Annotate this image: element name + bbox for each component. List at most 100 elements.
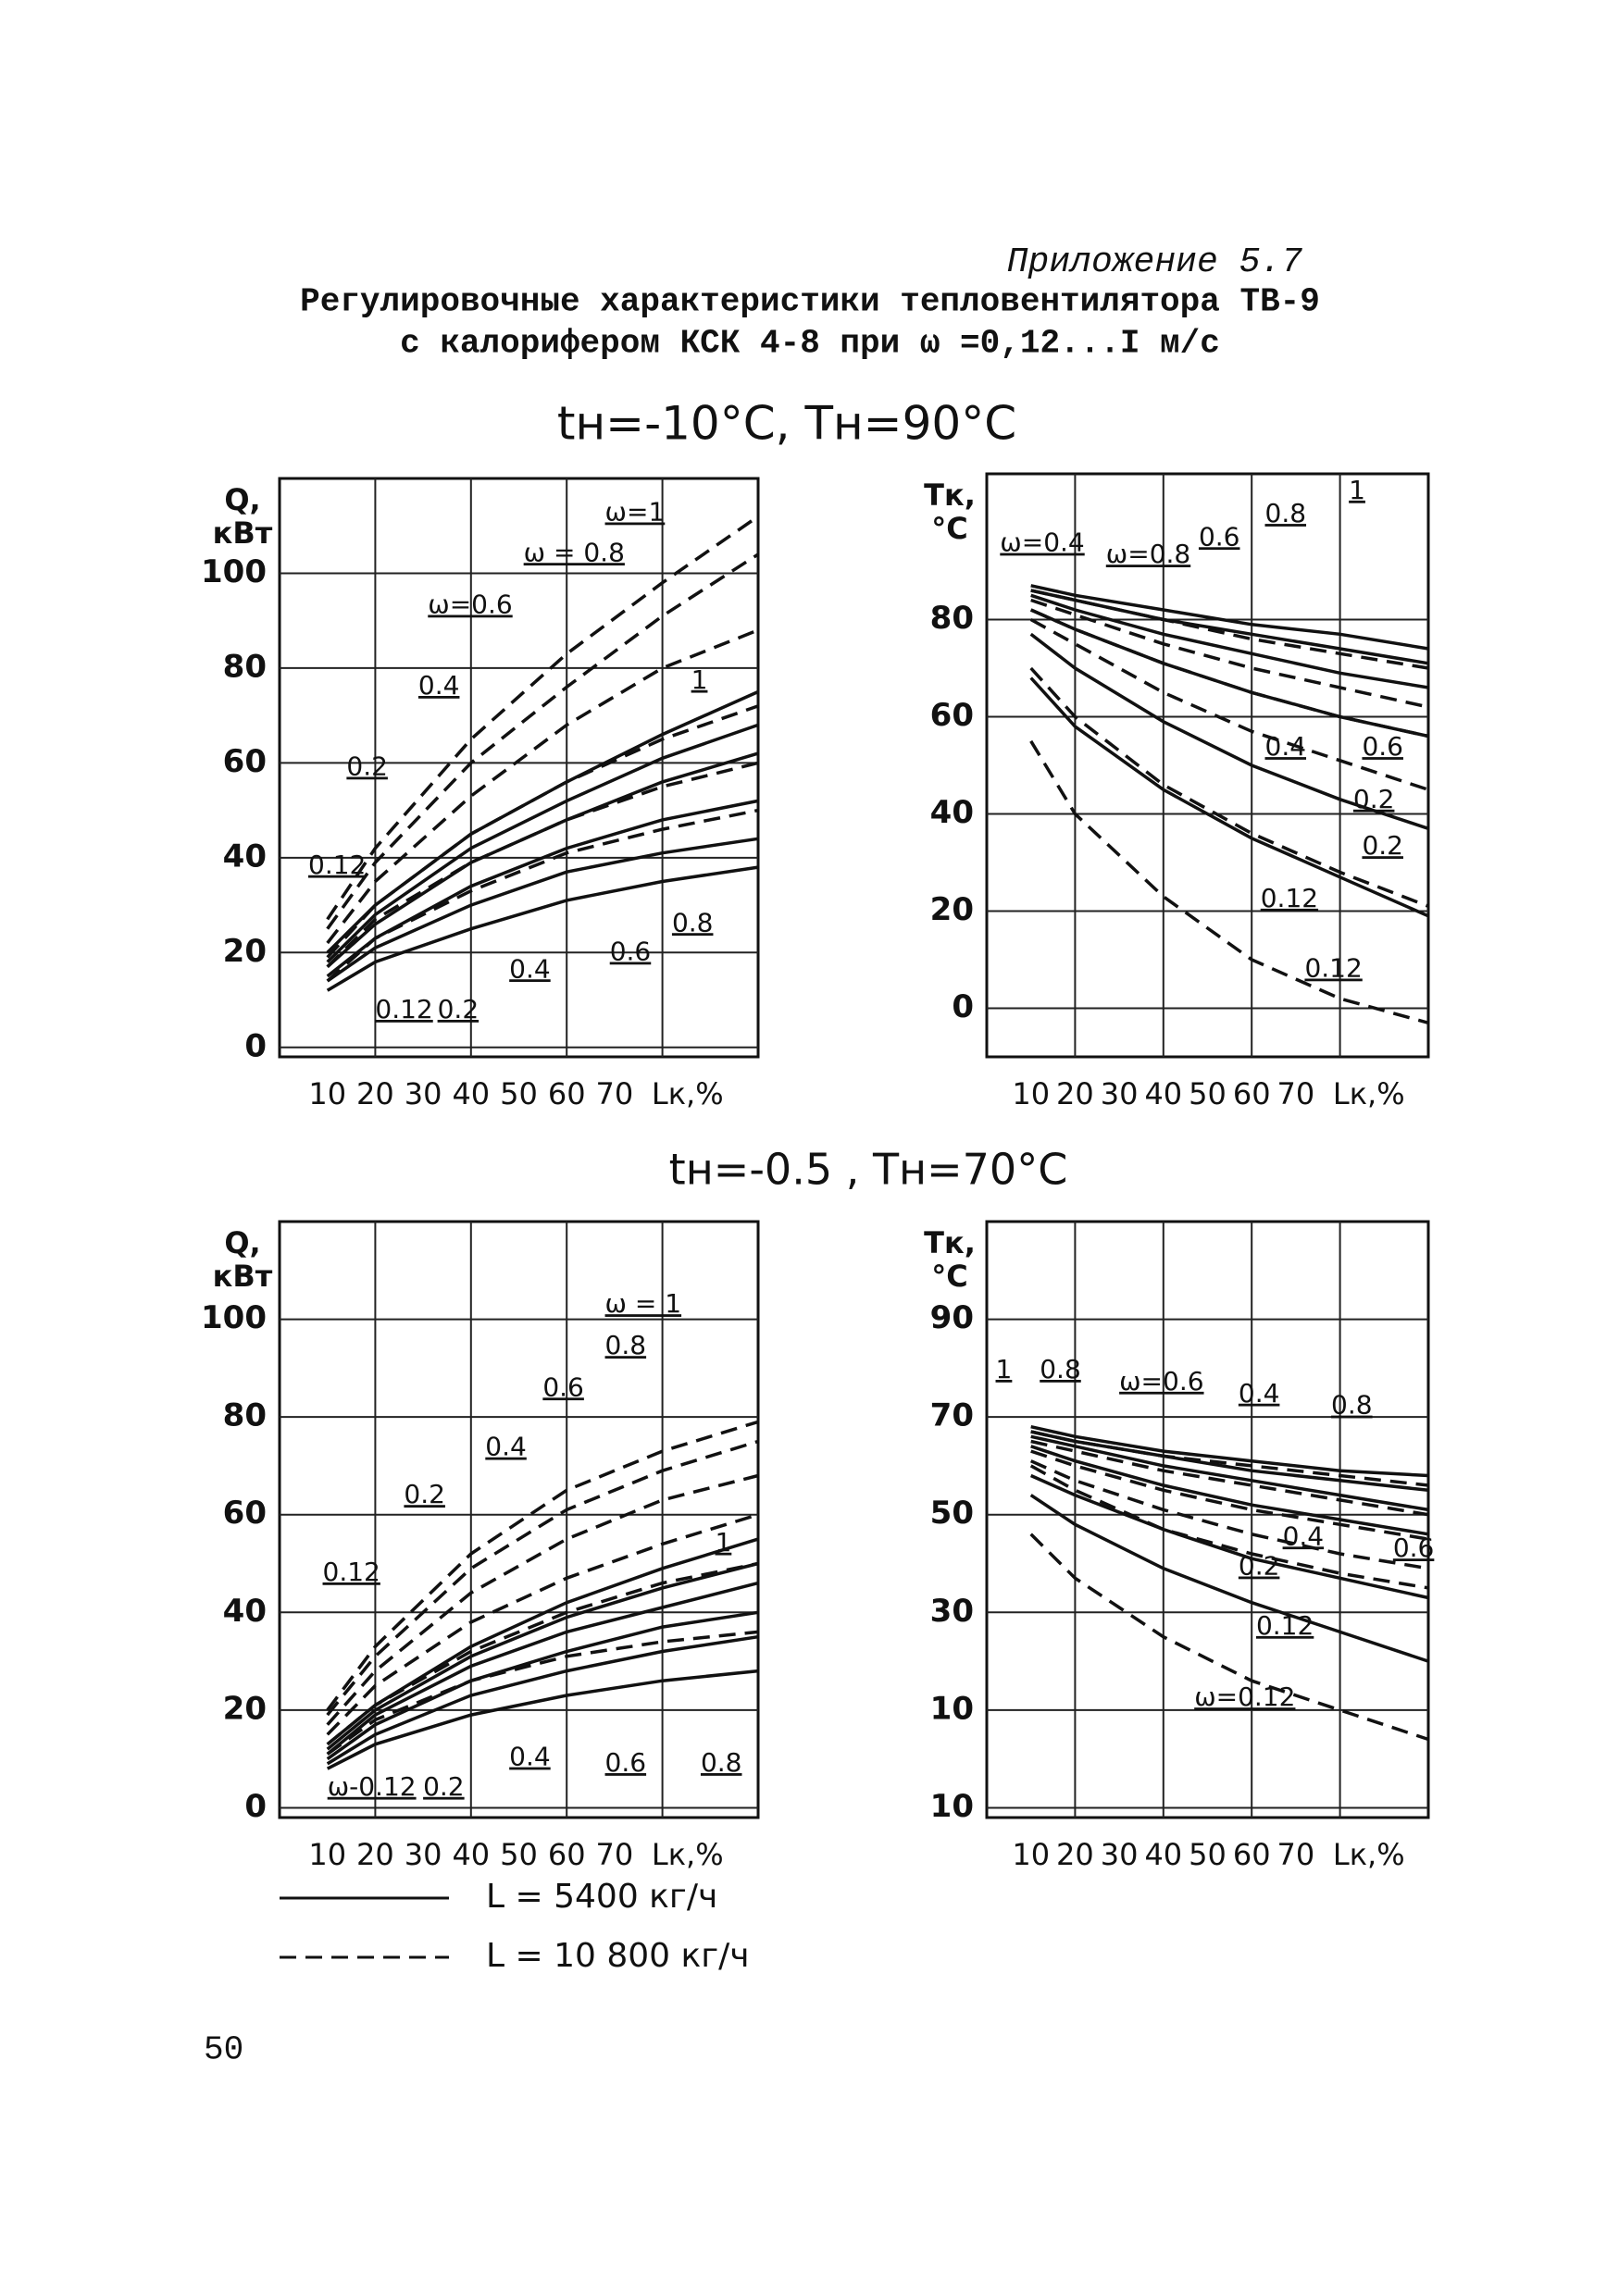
curve-label: 1 [715,1527,731,1558]
x-tick-label: 10 [308,1837,346,1872]
x-tick-label: 20 [1056,1076,1094,1111]
curve-label: 0.2 [1353,784,1395,814]
curve [1030,584,1429,651]
curve [1030,598,1429,709]
x-tick-label: 40 [452,1076,490,1111]
y-axis-label: Q, [224,482,260,517]
curve-label: 0.6 [605,1747,647,1778]
curve-label: 0.2 [404,1479,445,1509]
x-axis-label: Lк,% [652,1837,724,1872]
y-tick-label: 70 [930,1397,974,1434]
curve-label: 0.2 [1362,830,1403,861]
curve-label: 0.4 [1239,1378,1280,1409]
y-tick-label: 60 [223,1495,267,1532]
curve-label: ω=0.12 [1194,1682,1295,1712]
curve [326,628,759,945]
curve [1030,1424,1429,1478]
x-tick-label: 60 [548,1076,586,1111]
section-title: tн=-0.5 , Tн=70°C [669,1145,1068,1195]
curve [326,552,759,930]
curve-label: 0.12 [375,994,432,1024]
x-tick-label: 30 [1101,1076,1139,1111]
y-tick-label: 20 [930,891,974,928]
curve [1030,1430,1429,1487]
y-tick-label: 80 [223,648,267,685]
x-tick-label: 20 [1056,1837,1094,1872]
curve [326,865,759,992]
curve-label: ω=0.6 [1119,1366,1203,1396]
x-tick-label: 30 [405,1837,442,1872]
curve [1029,739,1429,1024]
y-tick-label: 10 [930,1788,974,1825]
curve [1029,1464,1429,1590]
x-tick-label: 60 [548,1837,586,1872]
curve [326,689,759,954]
curve-label: ω = 1 [605,1288,682,1319]
curve-label: 0.2 [423,1771,465,1802]
curve [1029,676,1429,918]
y-tick-label: 90 [930,1299,974,1336]
x-tick-label: 40 [1144,1076,1182,1111]
x-tick-label: 60 [1233,1076,1271,1111]
curve [1029,617,1429,791]
plot-frame [278,477,760,1059]
y-tick-label: 40 [223,1593,267,1630]
curve [1030,1439,1429,1517]
curve [326,515,759,921]
curve [326,761,759,968]
curve-label: 0.12 [323,1557,380,1587]
curve-label: 0.8 [1331,1390,1373,1421]
section-title: tн=-10°C, Tн=90°C [557,397,1016,451]
curve-label: ω=0.4 [1000,527,1084,558]
y-tick-label: 80 [223,1397,267,1434]
curve-label: 0.8 [672,907,714,937]
curve-label: 0.6 [610,937,652,967]
curve-label: 0.2 [1239,1551,1280,1582]
appendix-label: Приложение 5.7 [1007,242,1302,282]
curve-label: 0.4 [418,670,460,701]
y-tick-label: 20 [223,933,267,970]
y-tick-label: 40 [223,838,267,875]
y-tick-label: 60 [930,697,974,734]
curve [326,1513,759,1736]
curve [326,1669,759,1770]
y-tick-label: 0 [244,1788,267,1825]
curve-label: 1 [996,1354,1013,1384]
plot-frame [985,1220,1430,1819]
x-tick-label: 50 [500,1837,538,1872]
curve [326,1420,759,1711]
curve-label: 1 [1349,475,1365,505]
y-axis-label: Tк, [924,478,976,513]
curve [1029,1494,1429,1663]
x-tick-label: 70 [1277,1076,1315,1111]
y-tick-label: 0 [952,988,974,1025]
y-axis-label: кВт [213,1259,273,1294]
curve-label: ω = 0.8 [524,537,625,567]
legend-label: L = 5400 кг/ч [486,1878,717,1916]
x-tick-label: 30 [405,1076,442,1111]
x-tick-label: 60 [1233,1837,1271,1872]
y-axis-label: °C [931,511,967,546]
x-tick-label: 50 [500,1076,538,1111]
curve-label: 0.8 [1265,498,1307,528]
curve-label: ω=0.6 [428,590,512,620]
curve [326,1473,759,1726]
x-axis-label: Lк,% [652,1076,724,1111]
curve-label: 0.12 [1261,883,1318,913]
curve-label: 1 [691,664,708,695]
curve [326,799,759,978]
curve-label: 0.4 [1283,1520,1325,1551]
x-tick-label: 50 [1189,1076,1227,1111]
y-tick-label: 30 [930,1593,974,1630]
x-tick-label: 30 [1101,1837,1139,1872]
y-axis-label: Tк, [924,1225,976,1260]
curve-label: ω=1 [605,497,666,527]
x-tick-label: 40 [452,1837,490,1872]
y-axis-label: °C [931,1259,967,1294]
curve [326,1581,759,1756]
y-axis-label: Q, [224,1225,260,1260]
curve [326,723,759,963]
curve [1029,608,1429,738]
y-tick-label: 40 [930,794,974,831]
